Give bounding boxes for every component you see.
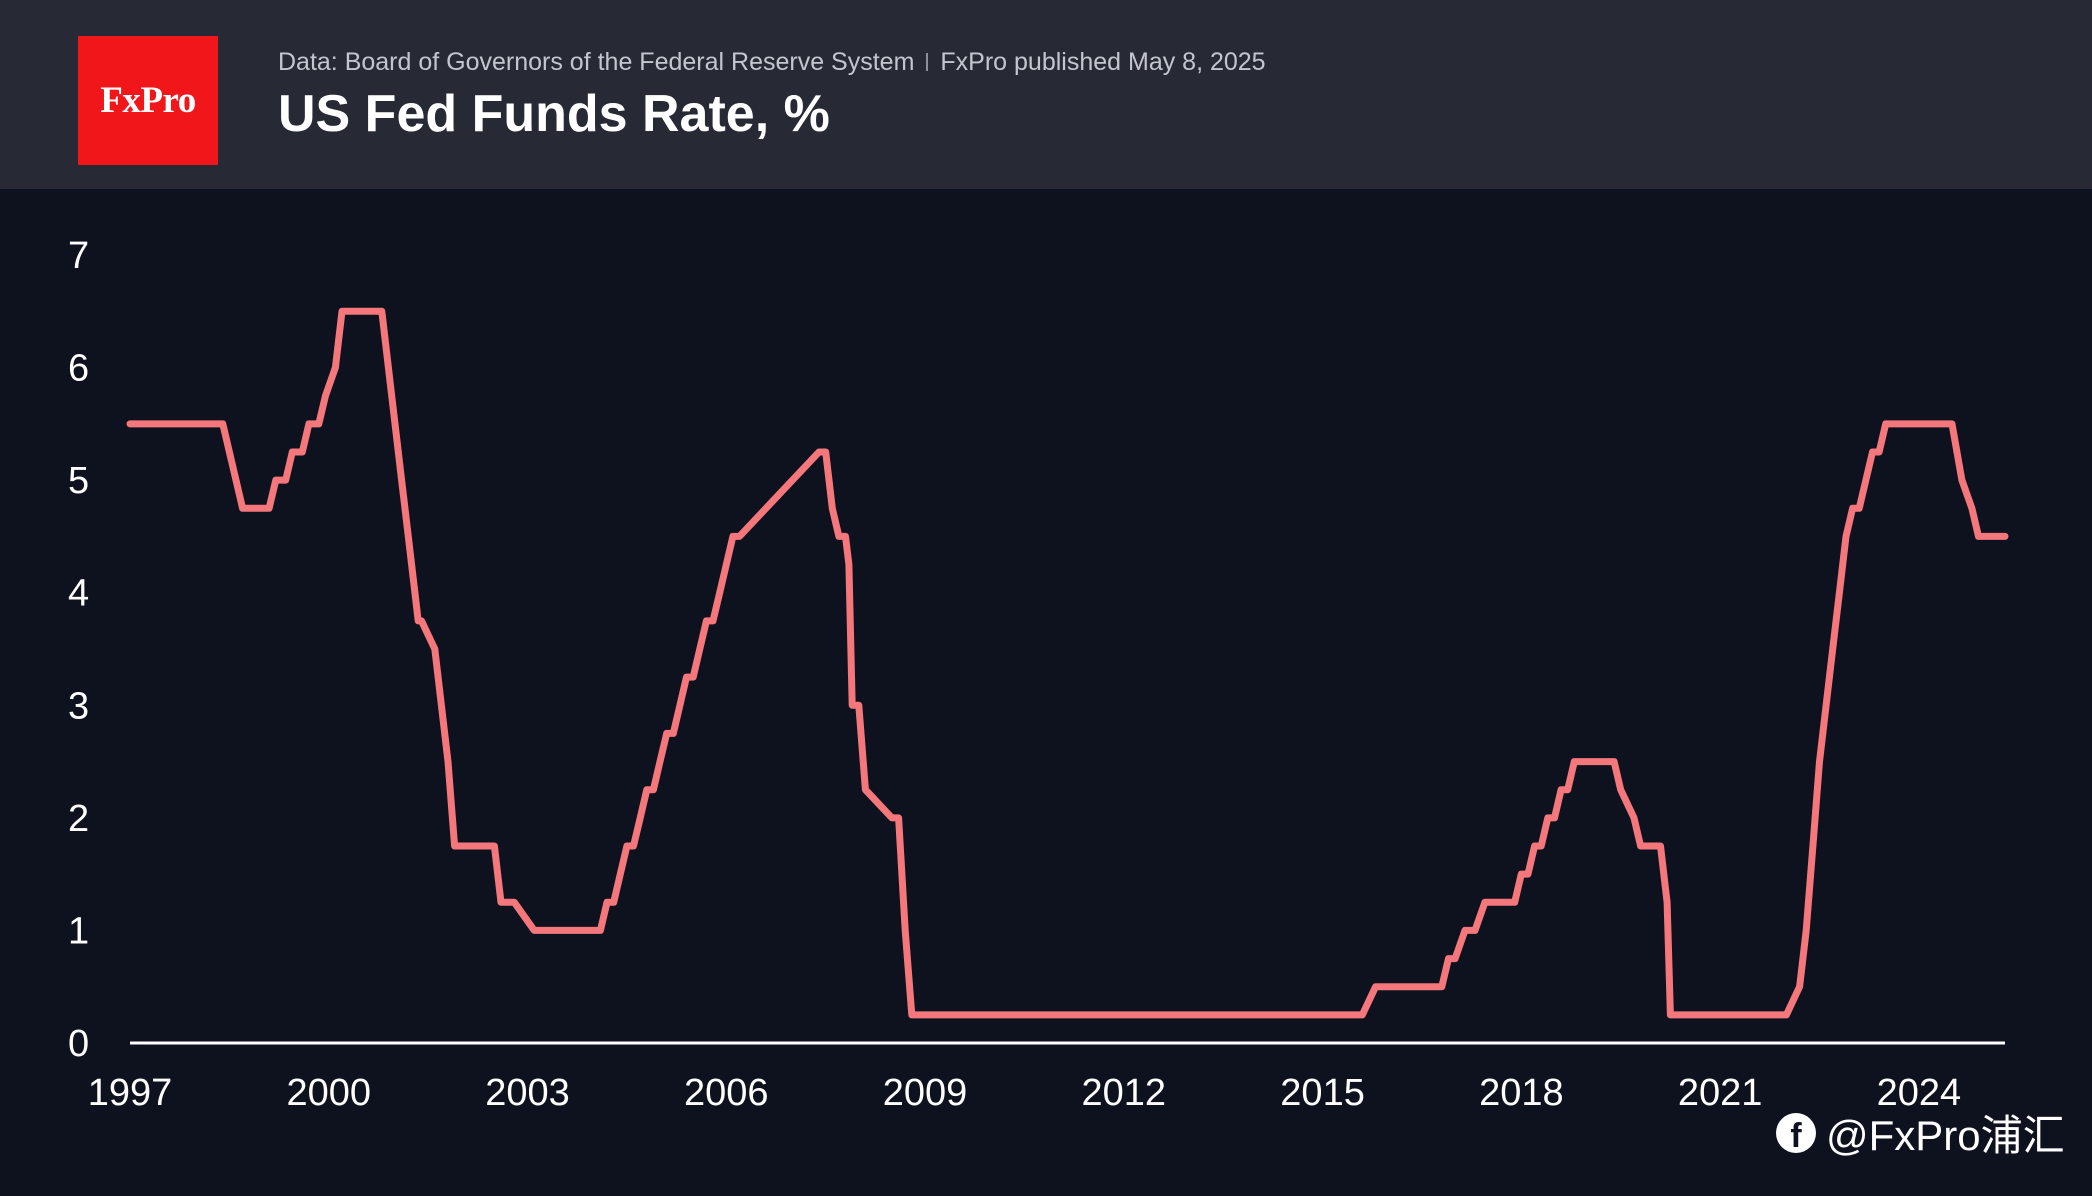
x-tick-label: 2003 — [485, 1072, 570, 1114]
y-tick-label: 1 — [68, 910, 89, 952]
x-tick-label: 2000 — [286, 1072, 371, 1114]
fxpro-logo: FxPro — [78, 36, 218, 165]
x-tick-label: 2012 — [1082, 1072, 1167, 1114]
y-tick-label: 4 — [68, 573, 89, 615]
x-tick-label: 2018 — [1479, 1072, 1564, 1114]
x-tick-label: 1997 — [88, 1072, 173, 1114]
data-source-line: Data: Board of Governors of the Federal … — [278, 48, 1266, 77]
y-tick-label: 5 — [68, 460, 89, 502]
fed-funds-rate-line — [126, 307, 2009, 1019]
watermark: f @FxPro浦汇 — [1776, 1102, 2065, 1163]
chart-title: US Fed Funds Rate, % — [278, 85, 830, 143]
publish-date: FxPro published May 8, 2025 — [940, 48, 1266, 76]
header-bar: FxPro Data: Board of Governors of the Fe… — [0, 0, 2092, 189]
x-axis-ticks: 1997 2000 2003 2006 2009 2012 2015 2018 2021 2024 — [88, 1072, 1961, 1114]
facebook-icon: f — [1776, 1112, 1816, 1153]
x-tick-label: 2015 — [1280, 1072, 1365, 1114]
y-axis-ticks: 0 1 2 3 4 5 6 7 — [68, 235, 89, 1065]
y-tick-label: 2 — [68, 798, 89, 840]
x-tick-label: 2021 — [1678, 1072, 1763, 1114]
y-tick-label: 6 — [68, 348, 89, 390]
y-tick-label: 3 — [68, 685, 89, 727]
logo-text: FxPro — [100, 80, 196, 121]
data-source: Data: Board of Governors of the Federal … — [278, 48, 915, 76]
x-tick-label: 2009 — [883, 1072, 968, 1114]
watermark-text: @FxPro浦汇 — [1826, 1112, 2065, 1159]
separator — [926, 53, 929, 71]
y-tick-label: 0 — [68, 1023, 89, 1065]
x-tick-label: 2006 — [684, 1072, 769, 1114]
x-tick-label: 2024 — [1877, 1072, 1962, 1114]
y-tick-label: 7 — [68, 235, 89, 277]
